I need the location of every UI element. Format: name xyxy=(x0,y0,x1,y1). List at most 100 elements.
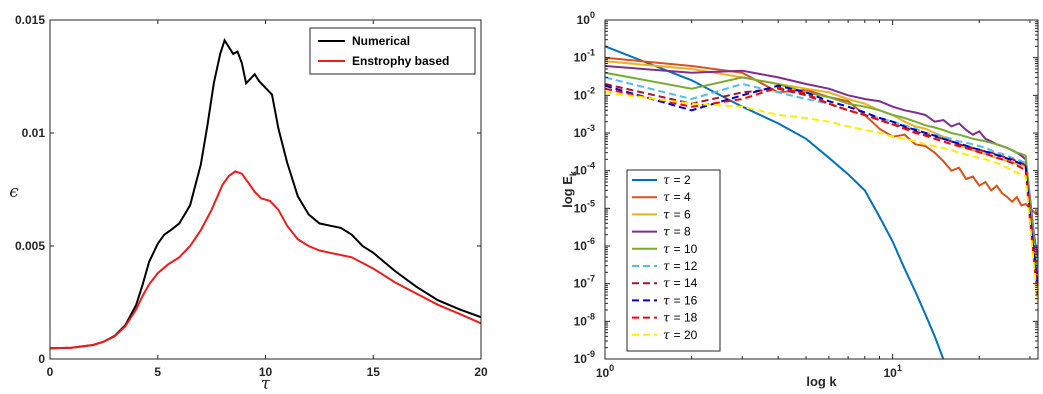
right-legend-label-1: τ = 4 xyxy=(663,190,691,204)
left-series-group xyxy=(49,37,482,350)
right-legend-symbol-1: τ xyxy=(663,190,670,204)
right-legend-value-3: = 8 xyxy=(674,225,691,239)
left-y-tick-label-3: 0.015 xyxy=(15,13,45,27)
left-legend-box xyxy=(309,27,476,75)
right-legend: τ = 2 τ = 4 τ = 6 τ = 8 τ = 10 τ = 12 τ = 14 τ = 16 τ = 1… xyxy=(626,169,721,352)
right-x-tick-base-1: 10 xyxy=(883,366,897,380)
right-y-tick-base-9: 10 xyxy=(577,13,591,27)
right-legend-symbol-7: τ xyxy=(663,293,670,307)
right-legend-box xyxy=(626,169,721,352)
right-y-tick-base-7: 10 xyxy=(574,88,588,102)
right-y-tick-exp-3: -6 xyxy=(587,236,595,246)
right-legend-value-7: = 16 xyxy=(674,293,698,307)
right-legend-symbol-9: τ xyxy=(663,328,670,342)
left-y-tick-label-0: 0 xyxy=(38,352,45,366)
right-y-tick-exp-9: 0 xyxy=(590,10,595,20)
left-legend-label-0: Numerical xyxy=(352,34,410,48)
right-y-axis-label: log Ek xyxy=(560,170,578,208)
right-y-tick-exp-5: -4 xyxy=(587,161,595,171)
right-series-line-7 xyxy=(605,84,1038,293)
right-y-tick-base-5: 10 xyxy=(574,164,588,178)
right-x-tick-label-0: 100 xyxy=(596,363,614,380)
left-x-tick-label-4: 20 xyxy=(474,365,488,379)
right-x-tick-label-1: 101 xyxy=(883,363,901,380)
right-legend-label-4: τ = 10 xyxy=(663,242,698,256)
right-y-tick-label-2: 10-7 xyxy=(574,274,595,291)
left-x-tick-label-1: 5 xyxy=(154,365,161,379)
right-y-tick-base-6: 10 xyxy=(574,126,588,140)
right-series-line-8 xyxy=(605,86,1038,299)
right-y-tick-label-9: 100 xyxy=(577,10,595,27)
right-y-tick-base-2: 10 xyxy=(574,277,588,291)
left-y-tick-label-2: 0.01 xyxy=(22,126,46,140)
right-y-tick-label-8: 10-1 xyxy=(574,48,595,65)
right-ticks-group: 10-910-810-710-610-510-410-310-210-11001… xyxy=(574,10,1038,380)
right-legend-value-6: = 14 xyxy=(674,276,698,290)
right-y-tick-base-8: 10 xyxy=(574,51,588,65)
right-legend-symbol-2: τ xyxy=(663,207,670,221)
right-legend-symbol-6: τ xyxy=(663,276,670,290)
right-y-tick-base-4: 10 xyxy=(574,201,588,215)
left-y-axis-label: ϵ xyxy=(9,182,19,202)
right-y-tick-exp-7: -2 xyxy=(587,85,595,95)
right-legend-symbol-8: τ xyxy=(663,311,670,325)
right-x-tick-exp-1: 1 xyxy=(897,363,902,373)
right-series-group xyxy=(605,45,1038,359)
right-y-tick-label-3: 10-6 xyxy=(574,236,595,253)
right-legend-symbol-0: τ xyxy=(663,173,670,187)
right-legend-label-6: τ = 14 xyxy=(663,276,698,290)
left-legend: Numerical Enstrophy based xyxy=(309,27,476,75)
energy-dissipation-plot: 0 5 10 15 20 0 0.005 0.01 0.015 τ ϵ Numerical Ens… xyxy=(9,13,488,394)
right-y-tick-label-7: 10-2 xyxy=(574,85,595,102)
right-y-tick-base-1: 10 xyxy=(574,314,588,328)
left-x-tick-label-3: 15 xyxy=(367,365,381,379)
left-series-line-1 xyxy=(49,170,482,350)
right-x-tick-base-0: 10 xyxy=(596,366,610,380)
right-legend-value-1: = 4 xyxy=(674,190,691,204)
right-y-tick-label-6: 10-3 xyxy=(574,123,595,140)
right-series-line-9 xyxy=(605,91,1038,304)
right-y-tick-label-1: 10-8 xyxy=(574,311,595,328)
right-y-tick-label-4: 10-5 xyxy=(574,198,595,215)
right-y-tick-exp-6: -3 xyxy=(587,123,595,133)
right-y-tick-base-3: 10 xyxy=(574,239,588,253)
right-legend-symbol-3: τ xyxy=(663,225,670,239)
right-legend-label-9: τ = 20 xyxy=(663,328,698,342)
right-legend-label-7: τ = 16 xyxy=(663,293,698,307)
right-y-tick-exp-4: -5 xyxy=(587,198,595,208)
right-y-tick-label-0: 10-9 xyxy=(574,349,595,366)
right-legend-value-4: = 10 xyxy=(674,242,698,256)
right-legend-label-0: τ = 2 xyxy=(663,173,691,187)
right-legend-value-5: = 12 xyxy=(674,259,698,273)
right-y-axis-label-subscript: k xyxy=(568,170,578,176)
left-y-tick-label-1: 0.005 xyxy=(15,239,45,253)
left-series-line-0 xyxy=(49,37,482,350)
right-x-axis-label: log k xyxy=(806,374,837,389)
right-legend-value-0: = 2 xyxy=(674,173,691,187)
right-series-line-4 xyxy=(605,71,1038,273)
right-axes-box xyxy=(604,19,1039,360)
right-legend-label-8: τ = 18 xyxy=(663,311,698,325)
right-legend-symbol-5: τ xyxy=(663,259,670,273)
right-legend-value-2: = 6 xyxy=(674,207,691,221)
right-y-tick-base-0: 10 xyxy=(574,352,588,366)
right-y-tick-label-5: 10-4 xyxy=(574,161,595,178)
right-y-tick-exp-8: -1 xyxy=(587,48,595,58)
right-legend-label-3: τ = 8 xyxy=(663,225,691,239)
left-x-tick-label-0: 0 xyxy=(47,365,54,379)
right-series-line-0 xyxy=(605,45,945,359)
left-x-axis-label: τ xyxy=(261,374,271,394)
energy-spectrum-plot: 10-910-810-710-610-510-410-310-210-11001… xyxy=(560,10,1039,389)
right-legend-label-2: τ = 6 xyxy=(663,207,691,221)
left-ticks-group: 0 5 10 15 20 0 0.005 0.01 0.015 xyxy=(15,13,488,379)
right-legend-label-5: τ = 12 xyxy=(663,259,698,273)
right-x-tick-exp-0: 0 xyxy=(609,363,614,373)
left-x-tick-label-2: 10 xyxy=(259,365,273,379)
right-legend-value-8: = 18 xyxy=(674,311,698,325)
right-y-tick-exp-0: -9 xyxy=(587,349,595,359)
right-y-tick-exp-2: -7 xyxy=(587,274,595,284)
left-legend-label-1: Enstrophy based xyxy=(352,54,449,68)
right-legend-symbol-4: τ xyxy=(663,242,670,256)
right-y-axis-label-main: log E xyxy=(560,176,575,208)
